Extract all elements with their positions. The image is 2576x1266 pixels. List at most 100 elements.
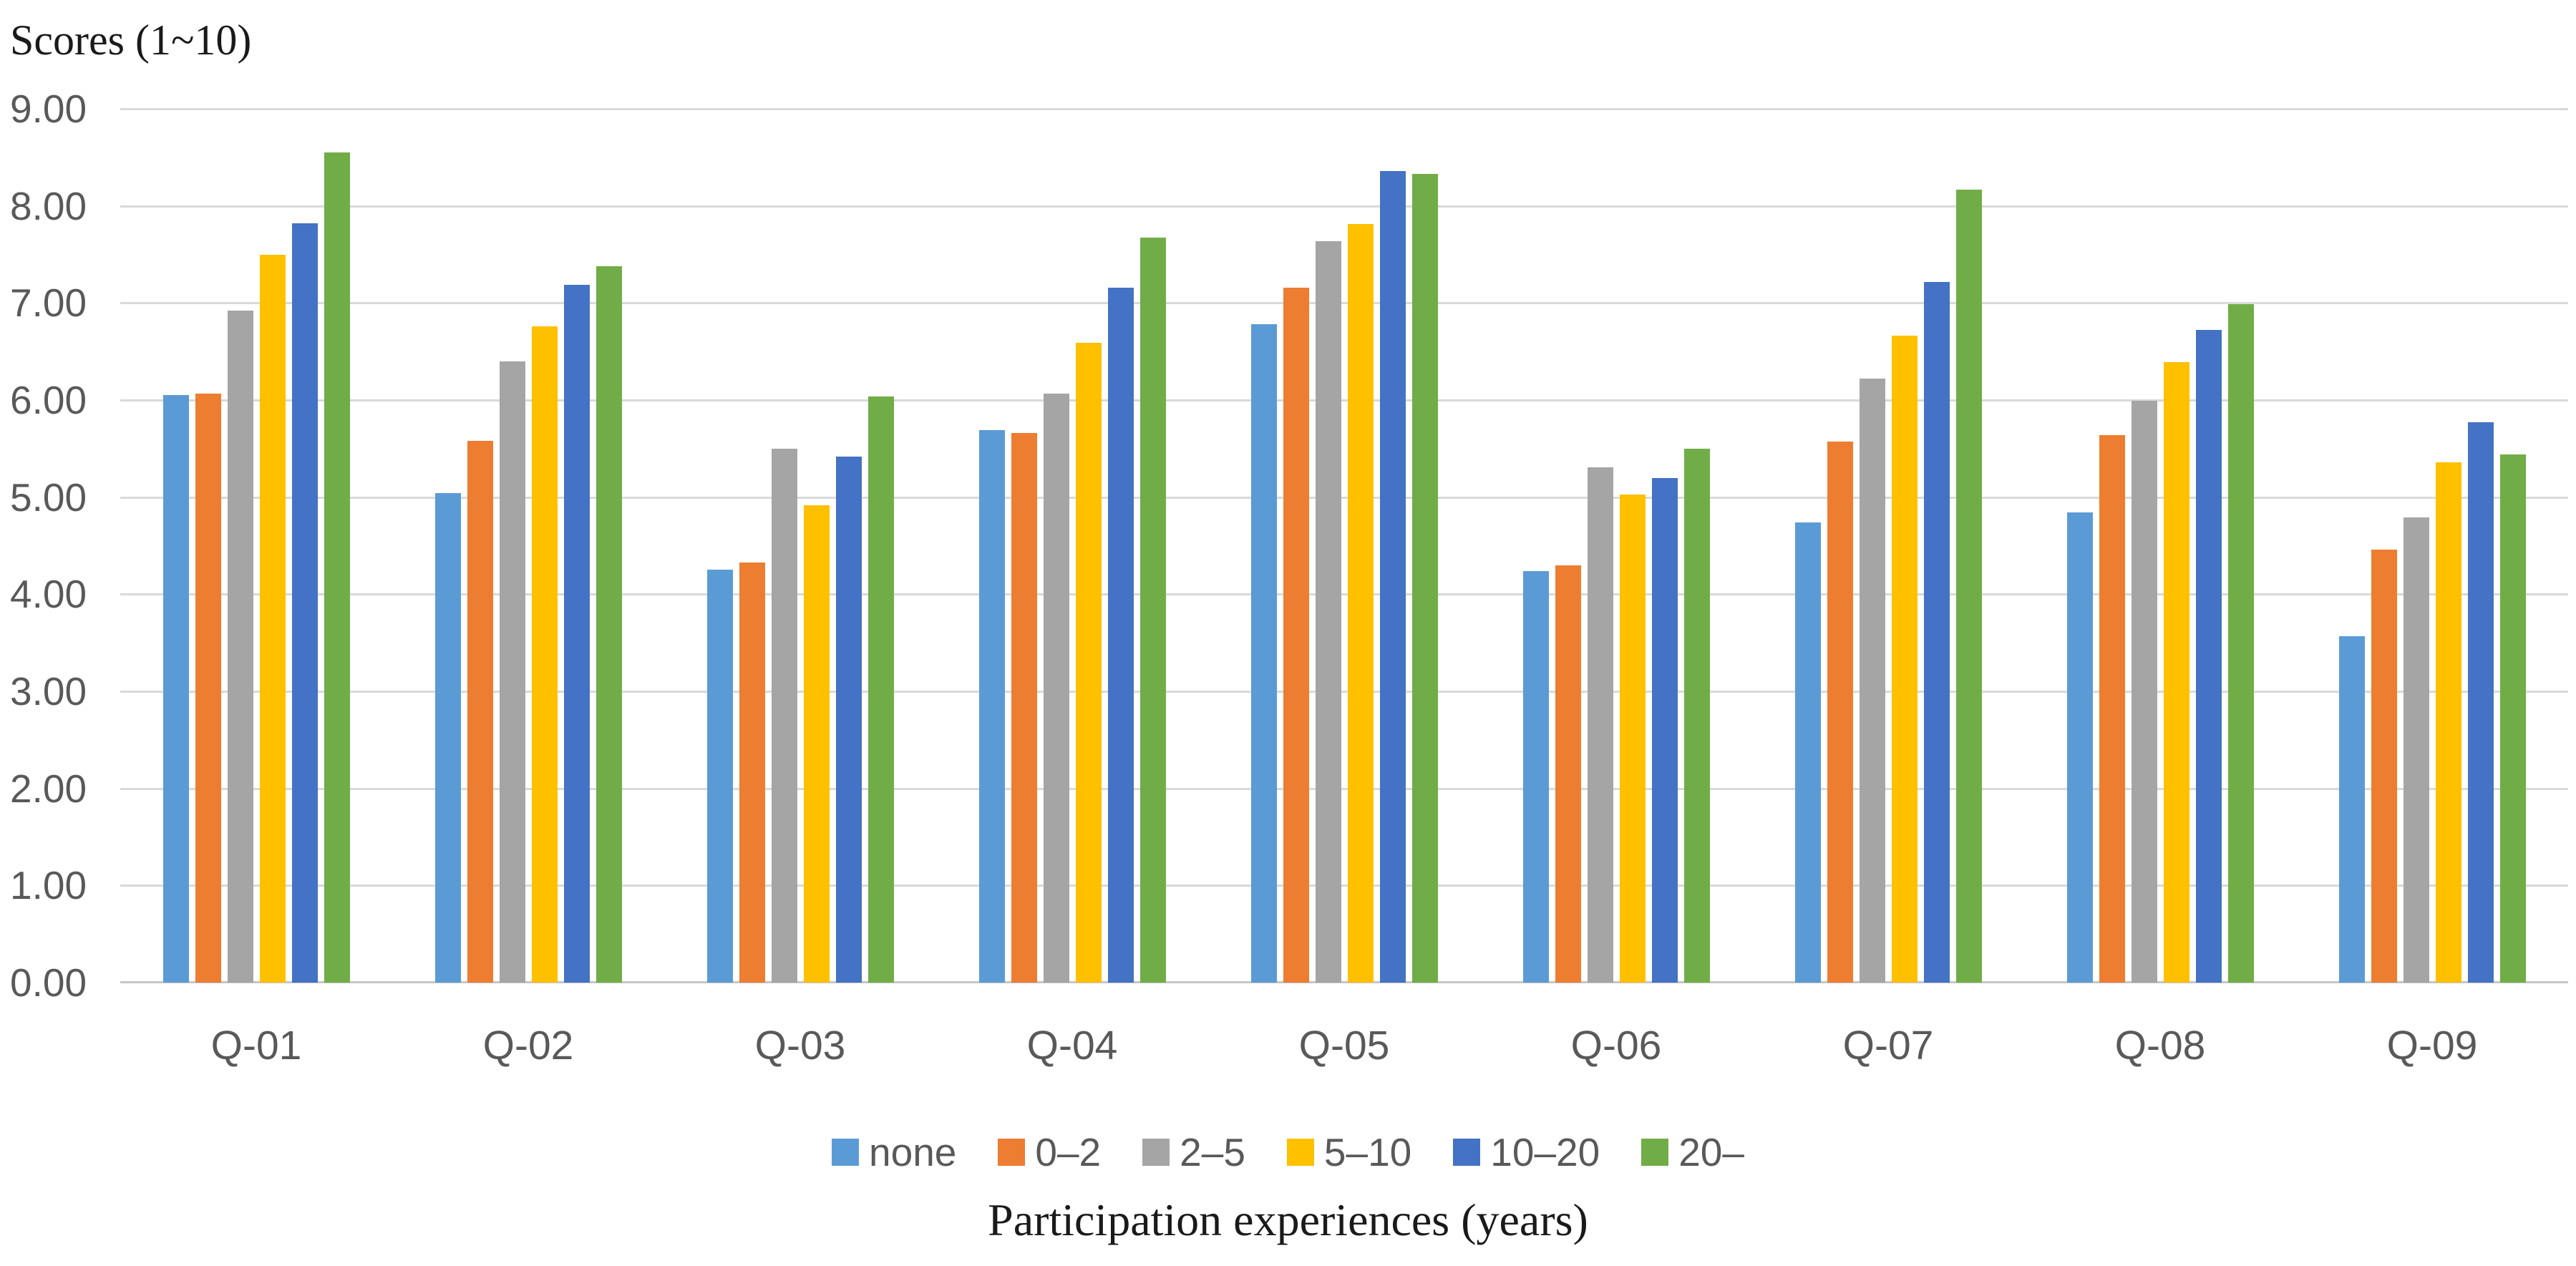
y-tick-label-0: 0.00 xyxy=(10,960,87,1005)
category-label-Q-04: Q-04 xyxy=(1026,1023,1118,1068)
plot-area xyxy=(120,108,2568,983)
bar-Q-07-none xyxy=(1794,522,1821,983)
legend-swatch-icon xyxy=(832,1139,860,1166)
y-tick-label-1: 1.00 xyxy=(10,863,87,908)
legend-swatch-icon xyxy=(998,1139,1026,1166)
bar-Q-04-20– xyxy=(1139,238,1166,983)
bar-Q-08-20– xyxy=(2227,303,2254,983)
bar-Q-02-0–2 xyxy=(467,440,493,983)
bar-Q-05-10–20 xyxy=(1379,170,1406,983)
gridline-y-6 xyxy=(120,399,2568,401)
bar-Q-09-5–10 xyxy=(2435,462,2461,983)
category-label-Q-05: Q-05 xyxy=(1298,1023,1390,1068)
legend: none 0–2 2–5 5–10 10–20 20– xyxy=(0,1129,2576,1175)
bar-Q-05-20– xyxy=(1411,173,1438,983)
bar-Q-01-5–10 xyxy=(259,254,286,983)
bar-Q-07-0–2 xyxy=(1827,442,1853,983)
bar-Q-03-none xyxy=(706,570,733,983)
bar-Q-04-5–10 xyxy=(1075,342,1102,983)
legend-swatch-icon xyxy=(1453,1139,1481,1166)
gridline-y-5 xyxy=(120,496,2568,499)
bar-Q-04-0–2 xyxy=(1011,433,1037,983)
y-tick-label-7: 7.00 xyxy=(10,281,87,326)
bar-Q-08-0–2 xyxy=(2099,434,2125,983)
y-tick-label-3: 3.00 xyxy=(10,669,87,714)
bar-Q-01-10–20 xyxy=(291,223,318,983)
bar-Q-09-0–2 xyxy=(2371,549,2397,983)
bar-Q-05-2–5 xyxy=(1315,240,1341,983)
legend-item-20–: 20– xyxy=(1641,1129,1744,1175)
bar-Q-03-20– xyxy=(867,396,894,983)
y-tick-label-4: 4.00 xyxy=(10,572,87,617)
bar-Q-08-10–20 xyxy=(2195,330,2222,983)
legend-label: 2–5 xyxy=(1180,1130,1245,1174)
category-label-Q-09: Q-09 xyxy=(2386,1023,2478,1068)
bar-Q-06-5–10 xyxy=(1619,494,1646,983)
bar-Q-07-5–10 xyxy=(1891,336,1918,983)
bar-Q-06-10–20 xyxy=(1651,477,1678,983)
gridline-y-3 xyxy=(120,691,2568,693)
legend-item-10–20: 10–20 xyxy=(1453,1129,1600,1175)
category-label-Q-07: Q-07 xyxy=(1842,1023,1934,1068)
gridline-y-9 xyxy=(120,108,2568,110)
bar-Q-02-2–5 xyxy=(499,361,525,983)
legend-label: 20– xyxy=(1678,1130,1744,1174)
gridline-y-2 xyxy=(120,787,2568,790)
gridline-y-4 xyxy=(120,593,2568,596)
bar-Q-06-20– xyxy=(1683,448,1710,983)
bar-Q-03-10–20 xyxy=(835,456,862,983)
legend-label: 10–20 xyxy=(1490,1130,1600,1174)
legend-swatch-icon xyxy=(1142,1139,1170,1166)
bar-Q-05-0–2 xyxy=(1283,287,1309,983)
category-label-Q-03: Q-03 xyxy=(754,1023,846,1068)
category-label-Q-08: Q-08 xyxy=(2114,1023,2206,1068)
bar-Q-01-2–5 xyxy=(227,311,253,983)
bar-Q-06-2–5 xyxy=(1587,467,1613,983)
bar-Q-06-0–2 xyxy=(1555,565,1581,983)
legend-swatch-icon xyxy=(1286,1139,1314,1166)
y-tick-label-6: 6.00 xyxy=(10,378,87,422)
category-label-Q-01: Q-01 xyxy=(210,1023,302,1068)
y-axis-title: Scores (1~10) xyxy=(10,16,252,64)
bar-Q-09-none xyxy=(2338,636,2365,983)
bar-Q-02-none xyxy=(434,493,461,983)
bar-Q-06-none xyxy=(1522,570,1549,983)
y-tick-label-5: 5.00 xyxy=(10,474,87,520)
bar-Q-01-none xyxy=(162,395,189,983)
y-tick-label-8: 8.00 xyxy=(10,183,87,228)
y-tick-label-2: 2.00 xyxy=(10,766,87,811)
gridline-y-1 xyxy=(120,885,2568,887)
bar-Q-09-10–20 xyxy=(2467,422,2494,983)
bar-Q-08-5–10 xyxy=(2163,362,2189,983)
y-tick-label-9: 9.00 xyxy=(10,87,87,131)
gridline-y-8 xyxy=(120,205,2568,208)
bar-Q-02-5–10 xyxy=(531,326,558,983)
bar-Q-03-0–2 xyxy=(739,562,765,983)
bar-Q-04-none xyxy=(978,430,1005,983)
legend-item-0–2: 0–2 xyxy=(998,1129,1101,1175)
bar-Q-02-20– xyxy=(596,266,622,983)
legend-label: none xyxy=(869,1130,957,1174)
bar-Q-07-20– xyxy=(1955,189,1982,983)
legend-label: 5–10 xyxy=(1323,1130,1412,1174)
legend-swatch-icon xyxy=(1641,1139,1669,1166)
bar-Q-07-2–5 xyxy=(1859,379,1885,983)
bar-Q-03-2–5 xyxy=(771,448,797,983)
bar-Q-05-5–10 xyxy=(1347,224,1374,983)
legend-item-2–5: 2–5 xyxy=(1142,1129,1245,1175)
category-label-Q-02: Q-02 xyxy=(482,1023,574,1068)
x-axis-line xyxy=(120,981,2568,983)
category-label-Q-06: Q-06 xyxy=(1570,1023,1662,1068)
legend-label: 0–2 xyxy=(1035,1130,1102,1174)
bar-Q-01-20– xyxy=(324,152,350,983)
bar-Q-04-2–5 xyxy=(1043,393,1069,983)
bar-Q-01-0–2 xyxy=(195,393,221,983)
bar-Q-04-10–20 xyxy=(1107,287,1134,983)
bar-Q-08-2–5 xyxy=(2131,401,2157,983)
bar-Q-07-10–20 xyxy=(1923,281,1950,983)
bar-Q-09-20– xyxy=(2499,454,2526,983)
bar-Q-02-10–20 xyxy=(563,284,590,983)
bar-Q-08-none xyxy=(2066,512,2093,983)
legend-item-5–10: 5–10 xyxy=(1286,1129,1412,1175)
